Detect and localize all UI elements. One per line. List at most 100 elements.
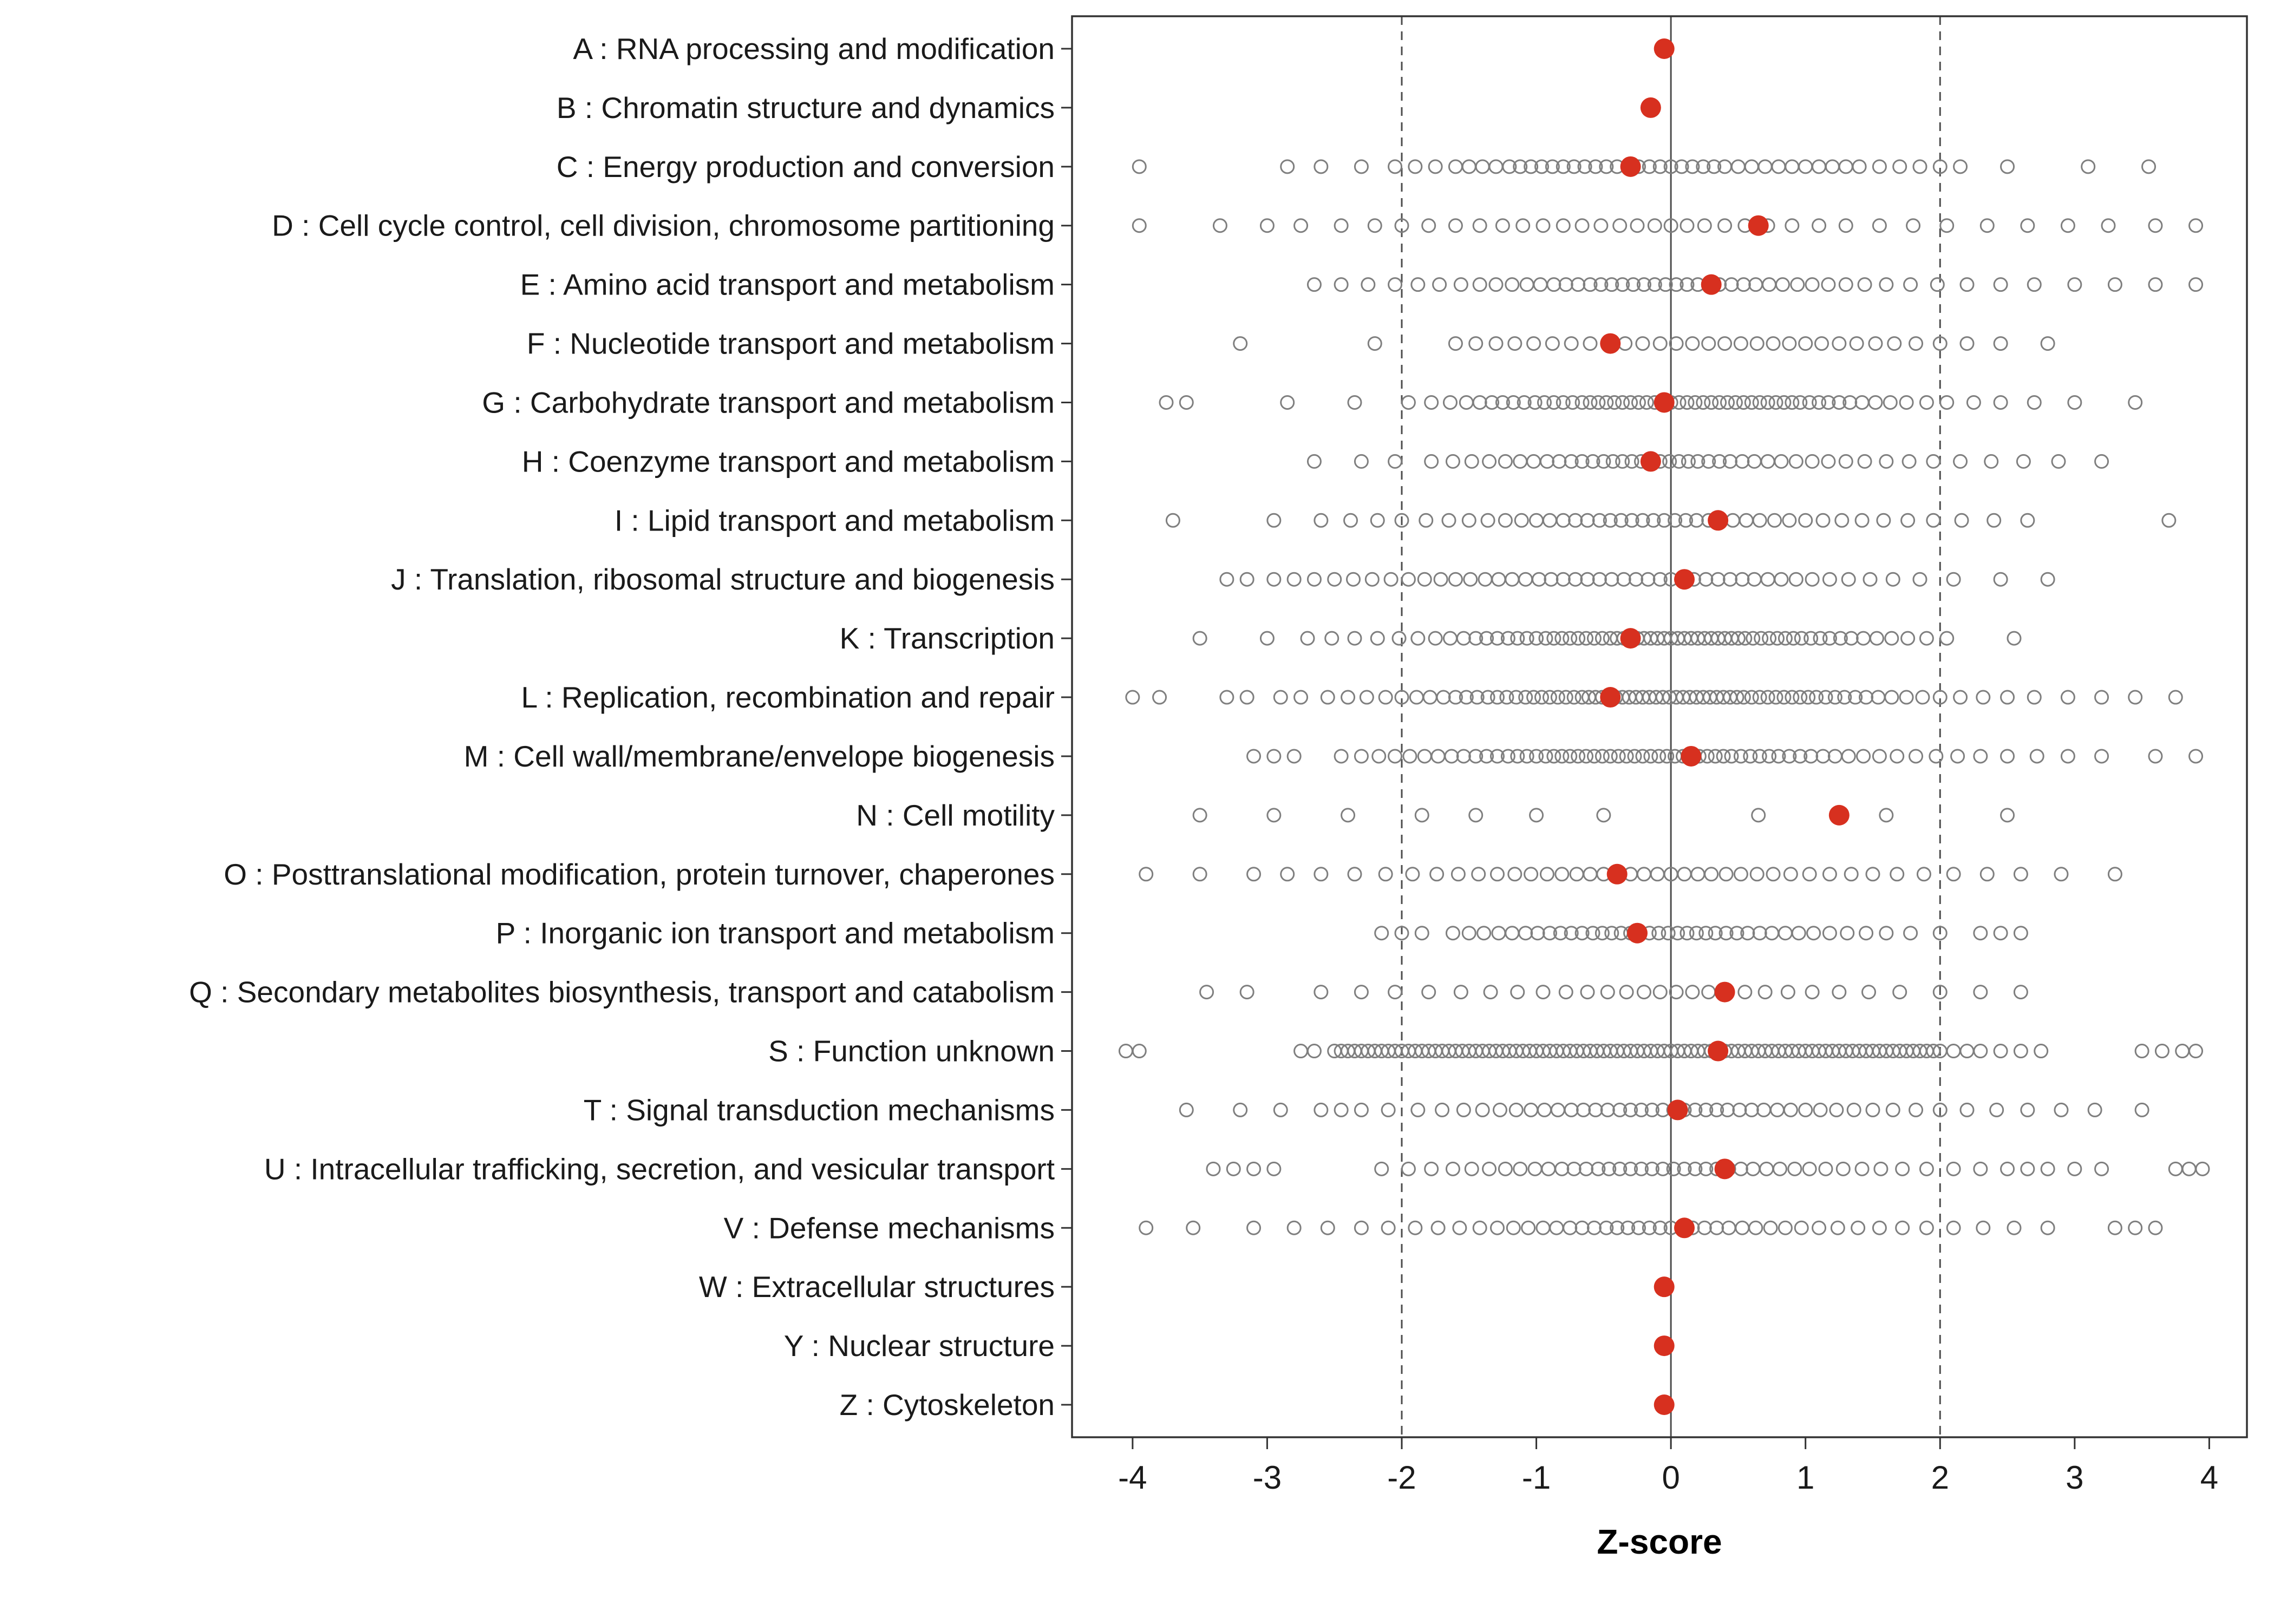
background-point [1552, 454, 1567, 469]
background-point [1527, 1161, 1543, 1176]
query-point [1626, 922, 1648, 944]
background-point [1524, 867, 1539, 882]
background-point [1527, 395, 1543, 410]
background-point [2054, 1102, 2069, 1117]
background-point [1448, 690, 1463, 705]
background-point [1739, 513, 1754, 528]
background-point [1809, 690, 1824, 705]
background-point [1592, 513, 1607, 528]
background-point [1453, 985, 1468, 1000]
background-point [2175, 1044, 2190, 1059]
background-point [1744, 395, 1759, 410]
background-point [1690, 867, 1706, 882]
background-point [1410, 277, 1426, 292]
background-point [1417, 749, 1432, 764]
background-point [1785, 159, 1800, 174]
background-point [1579, 631, 1594, 646]
background-point [1459, 690, 1474, 705]
background-point [1246, 1220, 1262, 1235]
background-point [1556, 159, 1571, 174]
background-point [1616, 572, 1631, 587]
background-point [1708, 926, 1723, 941]
background-point [1593, 218, 1609, 233]
background-point [2134, 1102, 2149, 1117]
background-point [1537, 1102, 1552, 1117]
background-point [1698, 572, 1714, 587]
background-point [1371, 749, 1387, 764]
background-point [1778, 631, 1793, 646]
background-point [1442, 631, 1458, 646]
background-point [1767, 513, 1782, 528]
background-point [2013, 985, 2028, 1000]
background-point [1526, 454, 1541, 469]
background-point [1489, 867, 1505, 882]
background-point [2188, 218, 2204, 233]
background-point [1293, 690, 1309, 705]
background-point [1367, 336, 1382, 351]
background-point [1428, 631, 1443, 646]
background-point [1424, 454, 1439, 469]
background-point [1491, 572, 1506, 587]
background-point [1680, 218, 1695, 233]
background-point [1802, 395, 1817, 410]
background-point [1984, 454, 1999, 469]
background-point [1219, 572, 1234, 587]
background-point [1524, 159, 1539, 174]
background-point [1939, 218, 1955, 233]
background-point [1993, 926, 2008, 941]
background-point [1740, 926, 1755, 941]
background-point [1388, 749, 1403, 764]
background-point [1993, 1044, 2008, 1059]
background-point [1401, 395, 1416, 410]
background-point [1583, 395, 1598, 410]
category-label: U : Intracellular trafficking, secretion… [264, 1152, 1055, 1186]
background-point [1813, 631, 1828, 646]
category-label: S : Function unknown [768, 1034, 1055, 1068]
background-point [1932, 336, 1948, 351]
background-point [1563, 749, 1578, 764]
background-point [1468, 336, 1484, 351]
background-point [1868, 395, 1883, 410]
background-point [1132, 1044, 1147, 1059]
background-point [1286, 749, 1302, 764]
background-point [1909, 336, 1924, 351]
background-point [1652, 159, 1668, 174]
background-point [1595, 749, 1610, 764]
background-point [1479, 749, 1494, 764]
background-point [1973, 1161, 1988, 1176]
background-point [1993, 336, 2008, 351]
background-point [1821, 454, 1836, 469]
background-point [1916, 867, 1931, 882]
background-point [1827, 749, 1842, 764]
background-point [1599, 395, 1614, 410]
background-point [1500, 631, 1515, 646]
background-point [1421, 985, 1436, 1000]
background-point [1394, 926, 1409, 941]
background-point [1401, 1161, 1416, 1176]
background-point [1832, 395, 1847, 410]
background-point [2094, 1161, 2109, 1176]
background-point [1364, 572, 1380, 587]
background-point [1498, 1161, 1513, 1176]
background-point [2141, 159, 2157, 174]
background-point [1704, 395, 1719, 410]
background-point [1698, 1161, 1714, 1176]
background-point [1838, 218, 1853, 233]
background-point [1374, 1161, 1389, 1176]
background-point [1639, 395, 1654, 410]
background-point [1802, 1161, 1817, 1176]
background-point [1793, 690, 1808, 705]
background-point [1697, 218, 1712, 233]
background-point [1736, 690, 1751, 705]
background-point [2040, 572, 2055, 587]
background-point [1293, 1044, 1309, 1059]
background-point [1973, 749, 1988, 764]
background-point [1782, 336, 1797, 351]
background-point [1475, 1102, 1490, 1117]
background-point [1785, 395, 1800, 410]
background-point [1568, 513, 1583, 528]
background-point [1680, 277, 1695, 292]
background-point [1517, 395, 1532, 410]
background-point [1266, 572, 1282, 587]
background-point [1635, 513, 1650, 528]
